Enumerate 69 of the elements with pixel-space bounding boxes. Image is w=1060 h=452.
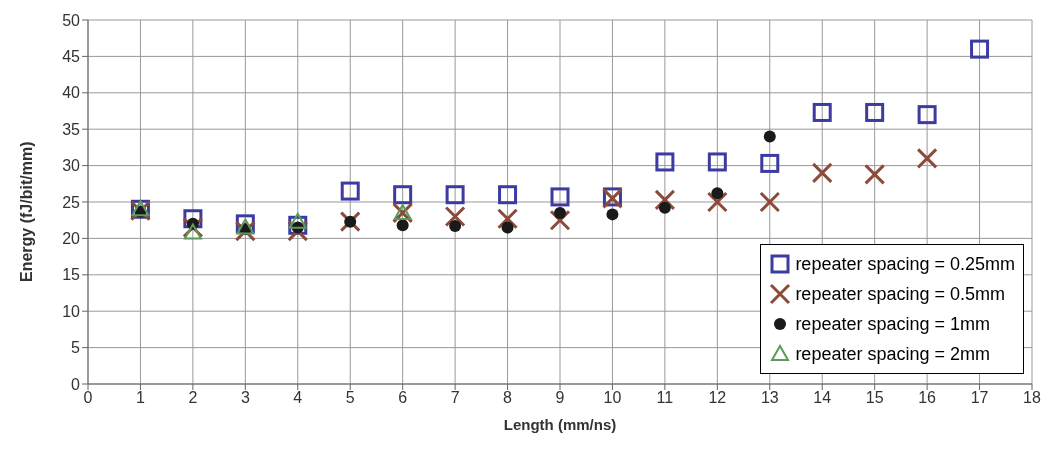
point bbox=[865, 102, 885, 122]
point bbox=[759, 191, 781, 213]
point bbox=[183, 223, 202, 240]
y-tick-label: 45 bbox=[62, 48, 81, 66]
point bbox=[655, 152, 675, 172]
x-tick-label: 13 bbox=[760, 389, 779, 407]
point bbox=[445, 185, 465, 205]
x-tick-label: 14 bbox=[813, 389, 832, 407]
x-tick-label: 11 bbox=[656, 389, 674, 407]
point bbox=[606, 208, 619, 221]
y-tick-label: 50 bbox=[62, 11, 81, 29]
point bbox=[501, 221, 514, 234]
x-tick-label: 16 bbox=[918, 389, 937, 407]
x-tick-label: 6 bbox=[398, 389, 408, 407]
y-tick-label: 0 bbox=[71, 375, 81, 393]
y-tick-label: 25 bbox=[62, 193, 81, 211]
point bbox=[916, 147, 938, 169]
x-tick-label: 2 bbox=[188, 389, 198, 407]
x-axis-title: Length (mm/ns) bbox=[503, 416, 617, 433]
x-tick-label: 12 bbox=[708, 389, 727, 407]
point bbox=[711, 187, 724, 200]
point bbox=[288, 212, 307, 229]
x-tick-label: 4 bbox=[293, 389, 303, 407]
x-tick-label: 17 bbox=[970, 389, 989, 407]
point bbox=[654, 189, 676, 211]
point bbox=[658, 201, 671, 214]
point bbox=[707, 152, 727, 172]
x-tick-label: 18 bbox=[1023, 389, 1041, 407]
point bbox=[449, 220, 462, 233]
point bbox=[549, 209, 571, 231]
point bbox=[344, 215, 357, 228]
point bbox=[340, 181, 360, 201]
point bbox=[812, 102, 832, 122]
y-tick-label: 30 bbox=[62, 157, 81, 175]
y-tick-label: 35 bbox=[62, 120, 81, 138]
point bbox=[811, 162, 833, 184]
point bbox=[498, 185, 518, 205]
x-tick-label: 0 bbox=[83, 389, 93, 407]
legend-label: repeater spacing = 0.25mm bbox=[795, 253, 1015, 275]
y-tick-label: 5 bbox=[71, 339, 81, 357]
point bbox=[760, 153, 780, 173]
point bbox=[554, 206, 566, 219]
point bbox=[396, 219, 409, 232]
point bbox=[444, 206, 466, 228]
y-tick-label: 10 bbox=[62, 302, 81, 320]
point bbox=[970, 39, 990, 59]
point bbox=[706, 191, 728, 213]
x-tick-label: 10 bbox=[603, 389, 622, 407]
point bbox=[497, 208, 519, 230]
legend-label: repeater spacing = 1mm bbox=[795, 313, 990, 335]
legend-label: repeater spacing = 0.5mm bbox=[795, 283, 1005, 305]
y-axis-title: Energy (fJ/bit/mm) bbox=[17, 141, 35, 282]
x-tick-label: 9 bbox=[555, 389, 565, 407]
x-tick-label: 15 bbox=[865, 389, 884, 407]
x-tick-label: 5 bbox=[345, 389, 355, 407]
point bbox=[339, 211, 361, 233]
y-tick-label: 20 bbox=[62, 230, 81, 248]
x-tick-label: 3 bbox=[240, 389, 250, 407]
point bbox=[763, 130, 776, 143]
y-tick-label: 15 bbox=[62, 266, 81, 284]
point bbox=[917, 105, 937, 125]
y-tick-label: 40 bbox=[62, 84, 81, 102]
legend-label: repeater spacing = 2mm bbox=[795, 343, 990, 365]
point bbox=[550, 187, 570, 207]
point bbox=[864, 163, 886, 185]
x-tick-label: 1 bbox=[135, 389, 145, 407]
point bbox=[393, 185, 413, 205]
x-tick-label: 7 bbox=[450, 389, 460, 407]
x-tick-label: 8 bbox=[503, 389, 513, 407]
